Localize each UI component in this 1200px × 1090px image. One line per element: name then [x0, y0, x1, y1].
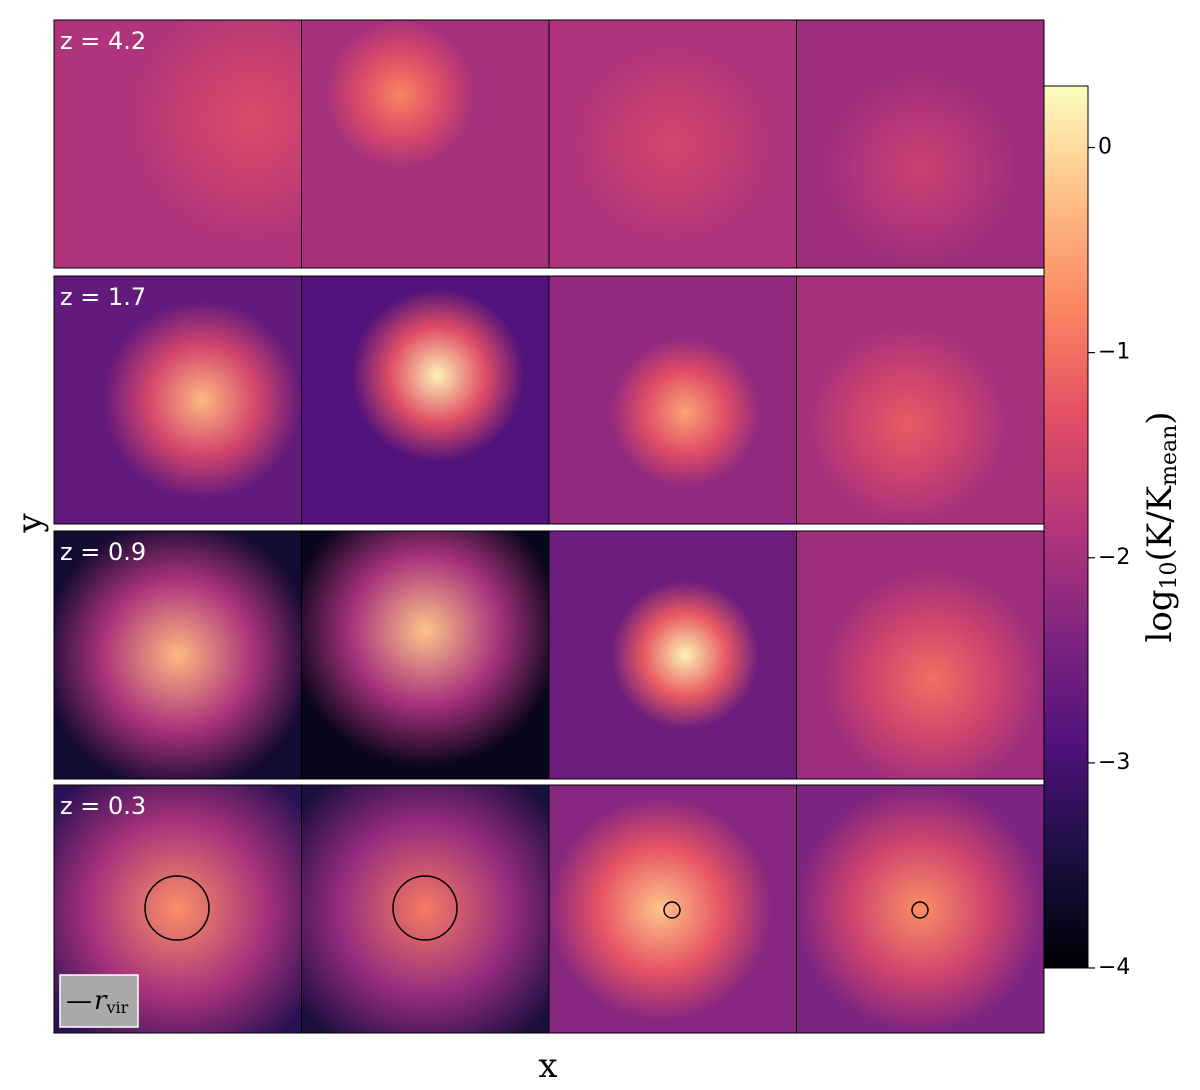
- map-panel: [301, 275, 550, 525]
- colorbar: 0 −1 −2 −3 −4 log10(K/Kmean): [1043, 85, 1182, 980]
- legend-label: r: [94, 986, 108, 1016]
- map-panel: [53, 19, 302, 269]
- virial-radius-circle: [663, 901, 681, 919]
- map-panel: [548, 275, 797, 525]
- panel-label: z = 1.7: [60, 283, 146, 311]
- panel-label: z = 0.9: [60, 538, 146, 566]
- x-axis-label: x: [538, 1046, 557, 1086]
- colorbar-tick-label: −1: [1098, 340, 1130, 365]
- map-panel: [796, 530, 1045, 780]
- panel-label: z = 0.3: [60, 792, 146, 820]
- map-panel: [301, 530, 550, 780]
- virial-radius-circle: [392, 875, 458, 941]
- colorbar-tick-label: 0: [1098, 135, 1112, 160]
- map-panel: [796, 19, 1045, 269]
- colorbar-label-part: mean: [1157, 425, 1182, 486]
- colorbar-label-part: (K/K: [1140, 485, 1180, 561]
- map-panel: [301, 19, 550, 269]
- colorbar-tick-label: −4: [1098, 955, 1130, 980]
- map-panel: [796, 275, 1045, 525]
- map-panel: [796, 784, 1045, 1034]
- colorbar-label: log10(K/Kmean): [1140, 411, 1182, 642]
- map-panel: [548, 19, 797, 269]
- legend-text: —rvir: [66, 986, 129, 1017]
- virial-radius-circle: [911, 901, 929, 919]
- legend-symbol: —: [66, 986, 92, 1016]
- map-panel: [53, 275, 302, 525]
- panel-label: z = 4.2: [60, 27, 146, 55]
- legend: —rvir: [59, 974, 139, 1028]
- colorbar-label-part: ): [1140, 411, 1180, 424]
- colorbar-tick-label: −2: [1098, 545, 1130, 570]
- map-panel: [301, 784, 550, 1034]
- colorbar-tick-label: −3: [1098, 750, 1130, 775]
- legend-label-sub: vir: [105, 998, 128, 1017]
- map-panel: [53, 530, 302, 780]
- virial-radius-circle: [144, 875, 210, 941]
- y-axis-label: y: [10, 513, 50, 534]
- map-panel: [548, 784, 797, 1034]
- colorbar-label-part: log: [1140, 589, 1180, 642]
- colorbar-fill: [1043, 85, 1089, 969]
- colorbar-label-part: 10: [1157, 561, 1182, 589]
- legend-box: [59, 974, 139, 1028]
- panel-grid: z = 4.2 z = 1.7 z = 0.9 z = 0.3: [53, 19, 1045, 1034]
- map-panel: [548, 530, 797, 780]
